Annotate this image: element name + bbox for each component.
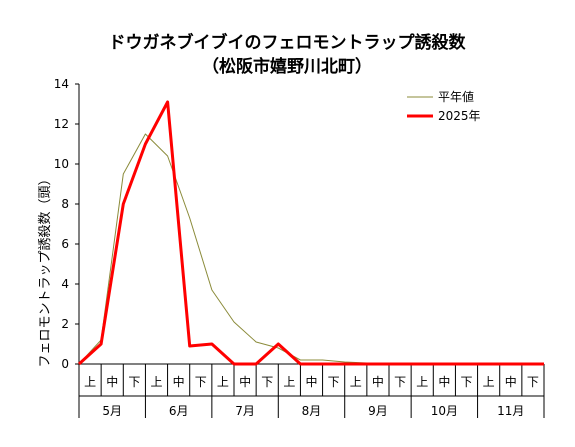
x-tick-label: 中: [438, 374, 450, 389]
y-tick-label: 8: [61, 197, 69, 211]
month-label: 7月: [235, 404, 255, 418]
x-tick-label: 下: [261, 375, 273, 389]
month-label: 5月: [102, 404, 122, 418]
series-line-2025: [77, 100, 544, 366]
x-tick-label: 上: [217, 375, 229, 389]
y-tick-label: 2: [61, 317, 69, 331]
x-tick-label: 上: [150, 375, 162, 389]
x-tick-label: 上: [84, 375, 96, 389]
x-tick-label: 下: [460, 375, 472, 389]
chart-title-line-2: （松阪市嬉野川北町）: [202, 56, 372, 77]
y-tick-label: 12: [54, 117, 69, 131]
chart-title-line-1: ドウガネブイブイのフェロモントラップ誘殺数: [109, 32, 467, 53]
x-tick-label: 下: [195, 375, 207, 389]
x-tick-label: 上: [416, 375, 428, 389]
x-tick-label: 下: [128, 375, 140, 389]
x-tick-label: 中: [173, 374, 185, 389]
y-tick-label: 4: [61, 277, 69, 291]
month-label: 10月: [431, 404, 458, 418]
y-axis-label: フェロモントラップ誘殺数（頭）: [38, 172, 53, 367]
plot-series: [77, 100, 545, 366]
month-label: 9月: [368, 404, 388, 418]
x-tick-label: 上: [483, 375, 495, 389]
x-tick-label: 中: [305, 374, 317, 389]
x-tick-label: 中: [106, 374, 118, 389]
legend-label-normal: 平年値: [438, 89, 474, 104]
month-label: 11月: [497, 404, 524, 418]
legend-label-2025: 2025年: [438, 109, 481, 123]
x-tick-label: 上: [350, 375, 362, 389]
x-tick-label: 下: [527, 375, 539, 389]
x-tick-label: 下: [328, 375, 340, 389]
y-tick-label: 10: [54, 157, 69, 171]
x-tick-label: 中: [372, 374, 384, 389]
month-label: 6月: [169, 404, 189, 418]
x-tick-label: 中: [239, 374, 251, 389]
x-tick-label: 上: [283, 375, 295, 389]
y-tick-label: 0: [61, 357, 69, 371]
y-tick-label: 6: [61, 237, 69, 251]
x-tick-label: 中: [505, 374, 517, 389]
y-axis: 0 2 4 6 8 10 12 14: [54, 77, 80, 418]
y-tick-label: 14: [54, 77, 69, 91]
legend: 平年値 2025年: [407, 89, 481, 123]
month-label: 8月: [302, 404, 322, 418]
series-line-normal: [78, 133, 545, 365]
x-tick-label: 下: [394, 375, 406, 389]
x-axis: 上中下上中下上中下上中下上中下上中下上中下5月 6月 7月 8月 9月 10月 11月: [78, 363, 545, 418]
